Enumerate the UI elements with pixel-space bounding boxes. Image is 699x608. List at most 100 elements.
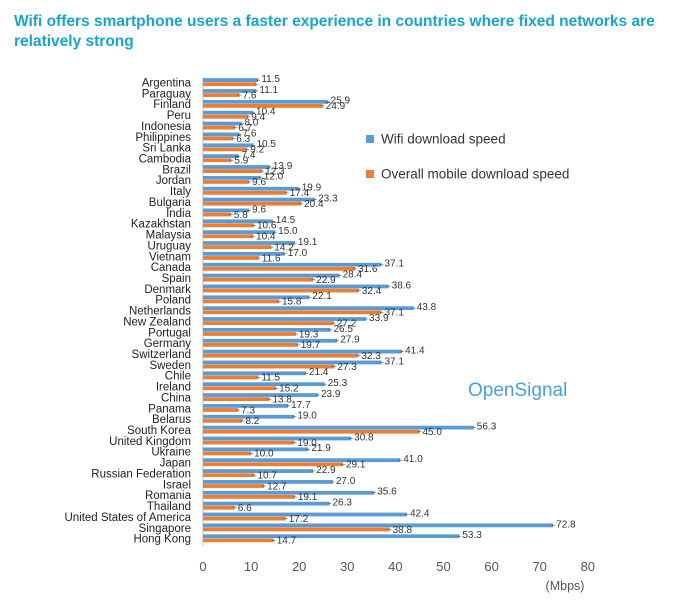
wifi-bar	[203, 414, 295, 419]
category-label: Canada	[151, 262, 192, 274]
mobile-value-label: 38.8	[393, 525, 413, 536]
wifi-value-label: 9.6	[252, 204, 266, 215]
wifi-value-label: 15.0	[278, 226, 298, 237]
wifi-bar	[203, 132, 240, 137]
wifi-value-label: 72.8	[556, 519, 576, 530]
mobile-value-label: 11.5	[261, 373, 280, 384]
wifi-bar	[203, 175, 261, 180]
wifi-bar	[203, 436, 352, 441]
category-label: Vietnam	[149, 251, 191, 263]
category-label: Uruguay	[148, 240, 192, 252]
wifi-value-label: 22.9	[316, 465, 336, 476]
mobile-bar	[203, 494, 295, 499]
mobile-value-label: 14.2	[274, 242, 294, 253]
mobile-bar	[203, 277, 314, 282]
mobile-bar	[203, 505, 235, 510]
mobile-value-label: 13.8	[272, 394, 292, 405]
wifi-bar	[203, 382, 325, 387]
category-label: Germany	[144, 338, 192, 350]
mobile-bar	[203, 180, 250, 184]
mobile-value-label: 7.3	[241, 405, 255, 416]
category-label: United States of America	[64, 512, 191, 524]
mobile-bar	[203, 516, 286, 521]
mobile-value-label: 37.1	[384, 308, 404, 319]
category-label: Israel	[163, 479, 191, 491]
wifi-value-label: 42.4	[410, 508, 430, 519]
category-label: Japan	[160, 458, 191, 470]
mobile-bar	[203, 375, 259, 380]
category-label: Cambodia	[139, 154, 192, 166]
mobile-bar	[203, 190, 287, 195]
category-label: Argentina	[142, 78, 192, 90]
category-label: Indonesia	[141, 121, 191, 133]
mobile-value-label: 5.8	[234, 210, 248, 221]
wifi-value-label: 56.3	[477, 422, 497, 433]
wifi-value-label: 12.0	[264, 172, 284, 183]
category-label: Peru	[167, 110, 191, 122]
wifi-bar	[203, 469, 314, 473]
mobile-value-label: 6.3	[236, 134, 250, 145]
mobile-value-label: 15.8	[282, 297, 302, 308]
mobile-value-label: 6.6	[238, 503, 252, 514]
wifi-bar	[203, 349, 403, 354]
mobile-bar	[203, 473, 255, 478]
wifi-bar	[203, 78, 259, 82]
wifi-bar	[203, 360, 382, 365]
mobile-bar	[203, 288, 359, 293]
legend-label-wifi: Wifi download speed	[381, 132, 506, 147]
category-label: Ireland	[156, 382, 191, 394]
mobile-bar	[203, 299, 279, 304]
wifi-value-label: 19.9	[302, 183, 322, 194]
category-label: Kazakhstan	[131, 219, 191, 231]
wifi-value-label: 17.7	[291, 400, 311, 411]
mobile-bar	[203, 266, 355, 271]
mobile-bar	[203, 136, 234, 141]
mobile-bar	[203, 332, 296, 336]
category-label: Chile	[165, 371, 191, 383]
mobile-bar	[203, 223, 254, 228]
mobile-value-label: 19.0	[297, 438, 317, 449]
category-label: Bulgaria	[149, 197, 192, 209]
wifi-bar	[203, 186, 299, 191]
wifi-bar	[203, 501, 330, 506]
wifi-value-label: 43.8	[417, 302, 437, 313]
wifi-bar	[203, 393, 318, 397]
wifi-value-label: 27.9	[340, 335, 360, 346]
wifi-value-label: 14.5	[276, 215, 296, 226]
wifi-bar	[203, 89, 257, 93]
mobile-bar	[203, 82, 257, 87]
wifi-bar	[203, 219, 273, 224]
wifi-bar	[203, 317, 367, 321]
mobile-value-label: 12.3	[265, 166, 285, 177]
mobile-bar	[203, 484, 265, 488]
mobile-value-label: 32.3	[361, 351, 381, 362]
x-tick-label: 0	[199, 559, 206, 574]
category-label: Poland	[155, 295, 191, 307]
wifi-value-label: 10.5	[257, 139, 277, 150]
mobile-bar	[203, 104, 323, 108]
x-tick-label: 10	[244, 559, 258, 574]
wifi-value-label: 37.1	[384, 259, 404, 270]
mobile-value-label: 24.9	[326, 101, 346, 112]
category-label: Denmark	[144, 284, 191, 296]
wifi-bar	[203, 197, 316, 202]
mobile-value-label: 9.6	[252, 177, 266, 188]
wifi-value-label: 11.5	[261, 74, 280, 85]
mobile-bar	[203, 408, 239, 412]
wifi-bar	[203, 208, 250, 213]
category-label: Portugal	[148, 327, 191, 339]
wifi-value-label: 8.0	[244, 117, 258, 128]
wifi-value-label: 26.5	[333, 324, 353, 335]
mobile-value-label: 9.4	[251, 112, 265, 123]
mobile-value-label: 29.1	[346, 460, 366, 471]
mobile-bar	[203, 353, 359, 358]
mobile-value-label: 6.7	[238, 123, 252, 134]
wifi-value-label: 22.1	[312, 291, 332, 302]
mobile-bar	[203, 386, 277, 391]
category-label: Philippines	[135, 132, 191, 144]
x-tick-label: 60	[484, 559, 498, 574]
wifi-value-label: 38.6	[392, 280, 412, 291]
wifi-value-label: 7.6	[243, 128, 257, 139]
mobile-bar	[203, 201, 302, 206]
category-label: Netherlands	[129, 306, 191, 318]
